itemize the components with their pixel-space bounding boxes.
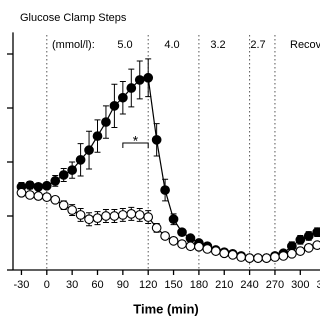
data-point [202,244,213,254]
data-point [67,205,77,215]
data-point [126,208,137,219]
data-point [143,72,154,83]
data-point [25,180,35,191]
x-tick-label: 0 [44,279,50,291]
data-point [143,212,154,222]
data-point [185,241,196,252]
data-point [33,191,44,201]
data-point [270,252,280,262]
data-point [219,248,230,259]
x-tick-label: 120 [139,279,157,291]
data-point [92,131,103,141]
data-point [160,185,170,195]
data-point [134,210,145,220]
data-point [227,250,238,260]
data-point [151,223,162,233]
data-point [41,180,52,191]
data-point [84,214,94,225]
x-tick-label: 180 [190,279,208,291]
data-point [58,200,69,211]
data-point [312,240,320,251]
significance-star: * [133,133,139,149]
data-point [92,213,103,224]
series-line [21,77,318,259]
data-point [236,252,246,262]
data-point [117,210,128,220]
data-point [177,227,187,238]
data-point [244,253,255,263]
step-level: 5.0 [117,39,132,51]
data-point [109,211,120,221]
data-point [151,135,162,145]
x-tick-label: 300 [291,279,309,291]
step-level: 2.7 [250,39,265,51]
step-level: 3.2 [210,39,225,51]
data-point [58,170,69,180]
data-point [168,214,179,225]
data-point [168,235,179,246]
step-unit-label: (mmol/l): [52,39,95,51]
data-point [194,241,204,252]
step-level: 4.0 [164,39,179,51]
x-tick-label: 240 [240,279,258,291]
x-tick-label: 60 [91,279,103,291]
data-point [278,251,289,261]
data-point [67,165,77,175]
data-point [303,243,314,253]
data-point [50,176,61,186]
step-level: Recovery [290,39,320,51]
data-point [33,181,44,192]
x-tick-label: -30 [13,279,29,291]
data-point [160,231,170,241]
data-point [134,75,145,85]
data-point [253,253,263,263]
data-point [117,92,128,103]
data-point [16,187,27,198]
x-tick-label: 90 [117,279,129,291]
data-point [50,194,61,205]
data-point [185,233,196,243]
data-point [84,145,94,155]
x-tick-label: 270 [266,279,284,291]
data-point [295,246,306,256]
x-tick-label: 330 [316,279,320,291]
data-point [287,248,297,259]
data-point [210,246,221,256]
data-point [41,192,52,202]
chart-title: Glucose Clamp Steps [20,12,127,24]
data-point [126,83,137,93]
data-point [312,227,320,238]
data-point [75,154,86,165]
significance-bracket [122,142,149,148]
data-point [109,100,120,111]
x-tick-label: 210 [215,279,233,291]
data-point [25,190,35,200]
x-tick-label: 150 [164,279,182,291]
data-point [101,211,111,221]
x-tick-label: 30 [66,279,78,291]
data-point [261,253,272,263]
data-point [295,234,306,245]
x-axis-label: Time (min) [133,301,199,316]
data-point [75,210,86,220]
data-point [303,231,314,241]
data-point [101,117,111,127]
data-point [177,239,187,249]
